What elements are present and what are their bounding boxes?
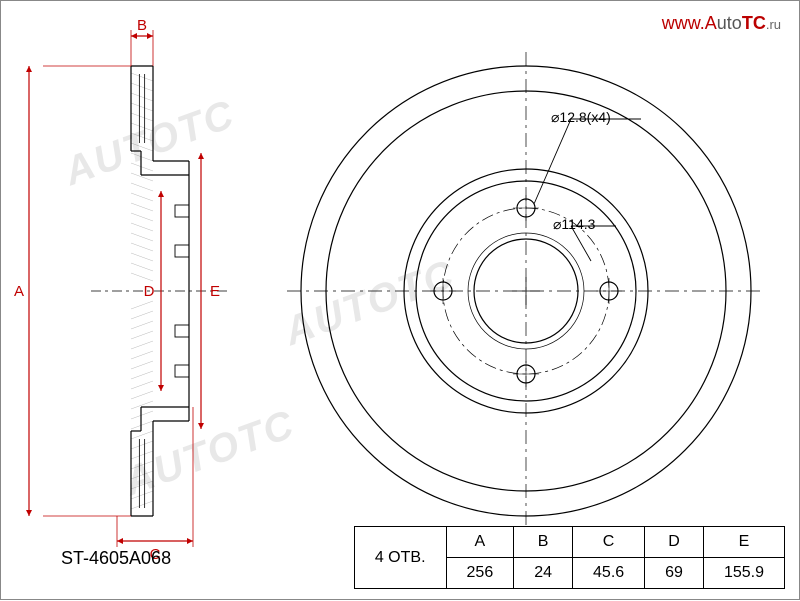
- bolt-hole-annotation: ⌀12.8(x4): [551, 109, 611, 126]
- svg-text:A: A: [14, 283, 24, 300]
- part-number: ST-4605A068: [61, 548, 171, 569]
- url-www: www.: [662, 13, 705, 33]
- col-A: A: [446, 527, 514, 558]
- url-A: A: [705, 13, 717, 33]
- technical-drawing: ABCDE: [1, 1, 800, 601]
- source-url: www.AutoTC.ru: [662, 13, 781, 34]
- svg-text:E: E: [210, 283, 220, 300]
- table-corner: 4 ОТВ.: [354, 527, 446, 589]
- col-C: C: [573, 527, 645, 558]
- table-header-row: 4 ОТВ. A B C D E: [354, 527, 784, 558]
- diagram-container: AUTOTC AUTOTC AUTOTC www.AutoTC.ru ABCDE…: [0, 0, 800, 600]
- url-uto: uto: [717, 13, 742, 33]
- svg-text:D: D: [144, 283, 155, 300]
- val-E: 155.9: [703, 558, 784, 589]
- url-TC: TC: [742, 13, 766, 33]
- val-D: 69: [645, 558, 704, 589]
- svg-text:B: B: [137, 17, 147, 34]
- col-B: B: [514, 527, 573, 558]
- dimension-table: 4 ОТВ. A B C D E 256 24 45.6 69 155.9: [354, 526, 785, 589]
- pcd-annotation: ⌀114.3: [553, 216, 595, 233]
- url-ru: .ru: [766, 17, 781, 32]
- col-E: E: [703, 527, 784, 558]
- col-D: D: [645, 527, 704, 558]
- val-C: 45.6: [573, 558, 645, 589]
- val-B: 24: [514, 558, 573, 589]
- val-A: 256: [446, 558, 514, 589]
